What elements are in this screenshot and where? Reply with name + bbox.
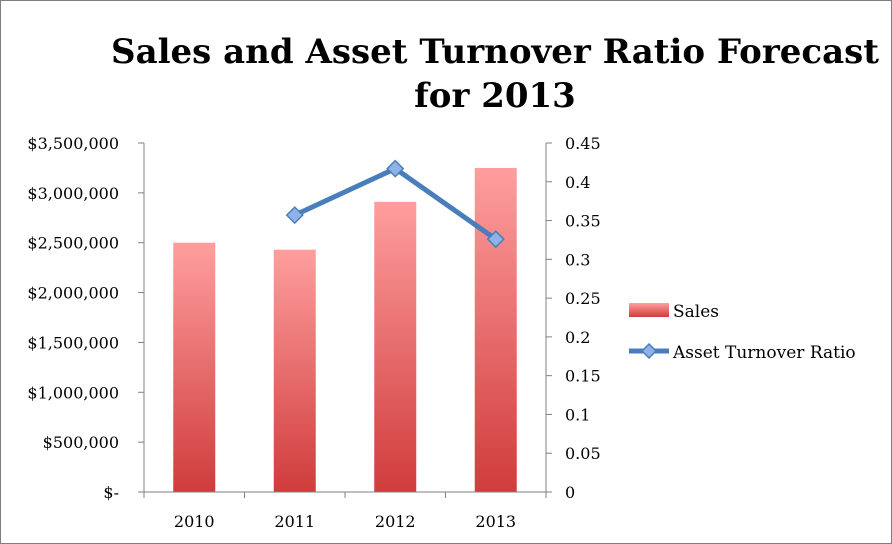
chart-title-line: Sales and Asset Turnover Ratio Forecast	[111, 32, 879, 72]
y-right-tick-label: 0.15	[565, 367, 601, 386]
sales-bar-2010	[173, 242, 216, 492]
x-tick-label: 2011	[274, 512, 315, 531]
asset-turnover-point-2013	[486, 230, 505, 249]
sales-bar-2011	[273, 249, 316, 492]
x-tick-label: 2010	[174, 512, 215, 531]
y-right-tick-label: 0.25	[565, 289, 601, 308]
y-right-tick-label: 0.4	[565, 173, 590, 192]
y-right-tick-label: 0.1	[565, 405, 590, 424]
y-left-tick-label: $2,500,000	[27, 234, 119, 253]
legend-ratio-marker	[640, 342, 658, 360]
y-right-tick-label: 0.45	[565, 134, 601, 153]
legend-ratio-label: Asset Turnover Ratio	[672, 343, 856, 363]
y-right-tick-label: 0.2	[565, 328, 590, 347]
x-tick-label: 2012	[375, 512, 416, 531]
chart-title: Sales and Asset Turnover Ratio Forecastf…	[111, 32, 879, 116]
sales-bar-2012	[374, 201, 417, 492]
legend-sales-swatch	[629, 303, 669, 317]
y-left-tick-label: $500,000	[43, 433, 119, 452]
y-left-tick-label: $1,000,000	[27, 383, 119, 402]
y-left-tick-label: $3,500,000	[27, 134, 119, 153]
chart-title-line: for 2013	[414, 76, 576, 116]
sales-bar-2013	[474, 167, 517, 492]
legend-sales-label: Sales	[673, 302, 719, 322]
y-right-tick-label: 0.05	[565, 444, 601, 463]
y-right-tick-label: 0	[565, 483, 575, 502]
chart-legend: Sales Asset Turnover Ratio	[629, 302, 856, 363]
y-right-tick-label: 0.3	[565, 250, 590, 269]
asset-turnover-point-2011	[285, 206, 304, 225]
y-left-tick-label: $1,500,000	[27, 333, 119, 352]
sales-bars	[173, 167, 517, 492]
asset-turnover-point-2012	[386, 159, 405, 178]
y-left-tick-label: $3,000,000	[27, 184, 119, 203]
y-left-tick-label: $-	[103, 483, 119, 502]
chart-axes: $- $500,000 $1,000,000 $1,500,000 $2,000,000…	[27, 134, 600, 531]
y-right-tick-label: 0.35	[565, 212, 601, 231]
asset-turnover-line	[285, 159, 505, 249]
y-left-tick-label: $2,000,000	[27, 284, 119, 303]
x-tick-label: 2013	[475, 512, 516, 531]
